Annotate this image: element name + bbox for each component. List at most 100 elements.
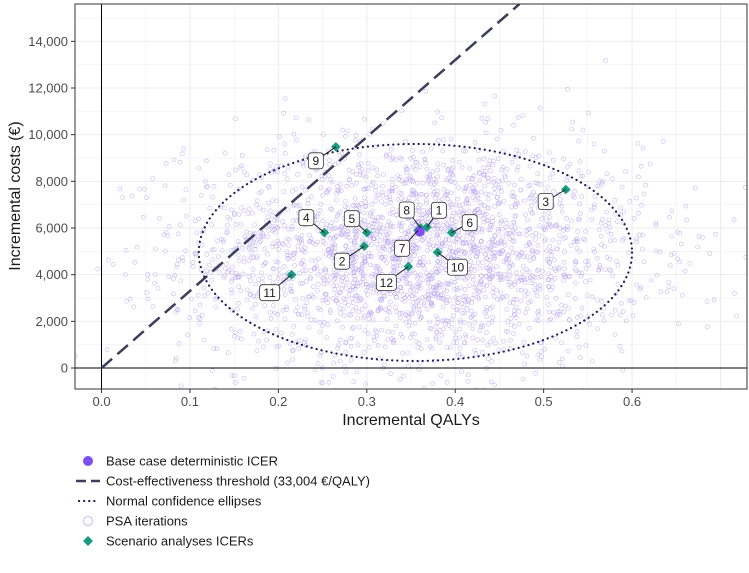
psa-point: [327, 235, 333, 241]
psa-point: [361, 210, 367, 216]
psa-point: [324, 335, 330, 340]
psa-point: [340, 231, 345, 236]
psa-point: [360, 282, 366, 287]
psa-point: [424, 306, 430, 312]
psa-point: [324, 221, 330, 227]
psa-point: [359, 306, 365, 312]
psa-point: [601, 318, 607, 323]
psa-point: [323, 269, 328, 274]
scenario-label-box: [398, 201, 415, 219]
psa-point: [196, 315, 201, 320]
psa-point: [406, 271, 411, 277]
psa-point: [487, 339, 493, 345]
psa-point: [176, 341, 182, 346]
psa-point: [335, 346, 341, 351]
psa-point: [501, 338, 506, 344]
psa-point: [274, 344, 280, 350]
x-tick-label: 0.5: [535, 394, 553, 409]
psa-point: [511, 239, 517, 244]
psa-point: [282, 151, 288, 156]
psa-point: [343, 199, 348, 204]
psa-point: [526, 227, 531, 232]
psa-point: [233, 116, 238, 121]
psa-point: [513, 213, 519, 219]
psa-point: [226, 267, 231, 273]
psa-point: [225, 222, 230, 228]
psa-point: [200, 242, 205, 248]
psa-point: [505, 276, 511, 281]
psa-point: [171, 157, 177, 163]
psa-point: [496, 185, 502, 191]
psa-point: [504, 294, 509, 299]
psa-point: [713, 231, 719, 237]
psa-point: [295, 311, 301, 317]
psa-point: [236, 274, 242, 280]
psa-point: [478, 213, 484, 218]
x-tick-label: 0.1: [181, 394, 199, 409]
psa-point: [260, 262, 266, 268]
psa-point: [344, 232, 350, 237]
psa-point: [457, 335, 462, 341]
psa-point: [110, 262, 116, 267]
psa-point: [132, 260, 138, 265]
psa-point: [743, 254, 747, 260]
psa-point: [334, 283, 340, 289]
psa-point: [447, 241, 453, 246]
psa-point: [528, 207, 533, 213]
psa-point: [346, 167, 352, 173]
psa-point: [346, 234, 351, 240]
psa-point: [516, 151, 522, 157]
psa-point: [238, 288, 244, 294]
psa-point: [394, 263, 400, 269]
psa-point: [319, 177, 325, 182]
psa-point: [548, 316, 554, 322]
psa-point: [534, 249, 539, 255]
x-tick-label: 0.2: [269, 394, 287, 409]
psa-point: [428, 292, 434, 297]
psa-point: [626, 298, 632, 304]
psa-point: [468, 315, 474, 320]
psa-point: [511, 194, 517, 199]
psa-point: [267, 208, 273, 214]
psa-point: [229, 207, 234, 213]
psa-point: [451, 210, 456, 216]
psa-point: [561, 259, 567, 265]
psa-point: [579, 194, 585, 199]
psa-point: [264, 337, 270, 343]
psa-point: [492, 204, 498, 209]
psa-point: [707, 251, 713, 256]
psa-point: [422, 157, 428, 163]
psa-point: [554, 222, 560, 227]
psa-point: [631, 216, 637, 221]
psa-point: [228, 183, 233, 188]
psa-point: [371, 334, 377, 340]
legend-label-scenario: Scenario analyses ICERs: [106, 534, 254, 549]
psa-point: [463, 334, 469, 340]
psa-point: [555, 246, 560, 252]
psa-point: [731, 217, 737, 222]
psa-point: [677, 259, 683, 265]
psa-point: [236, 284, 241, 290]
psa-point: [481, 287, 486, 293]
psa-point: [565, 224, 570, 229]
psa-point: [458, 318, 463, 323]
psa-point: [515, 201, 520, 206]
psa-point: [433, 192, 439, 197]
psa-point: [340, 229, 346, 234]
psa-point: [441, 297, 446, 302]
psa-point: [343, 285, 349, 291]
psa-point: [163, 230, 169, 235]
psa-point: [568, 243, 574, 248]
psa-point: [603, 223, 608, 228]
psa-point: [280, 307, 286, 313]
psa-point: [445, 175, 451, 181]
psa-point: [472, 140, 478, 145]
psa-point: [320, 298, 326, 303]
psa-point: [320, 275, 326, 281]
psa-point: [641, 259, 647, 265]
psa-point: [414, 238, 419, 244]
psa-point: [704, 299, 710, 304]
psa-point: [308, 194, 314, 199]
psa-point: [408, 224, 414, 229]
psa-point: [339, 224, 344, 229]
